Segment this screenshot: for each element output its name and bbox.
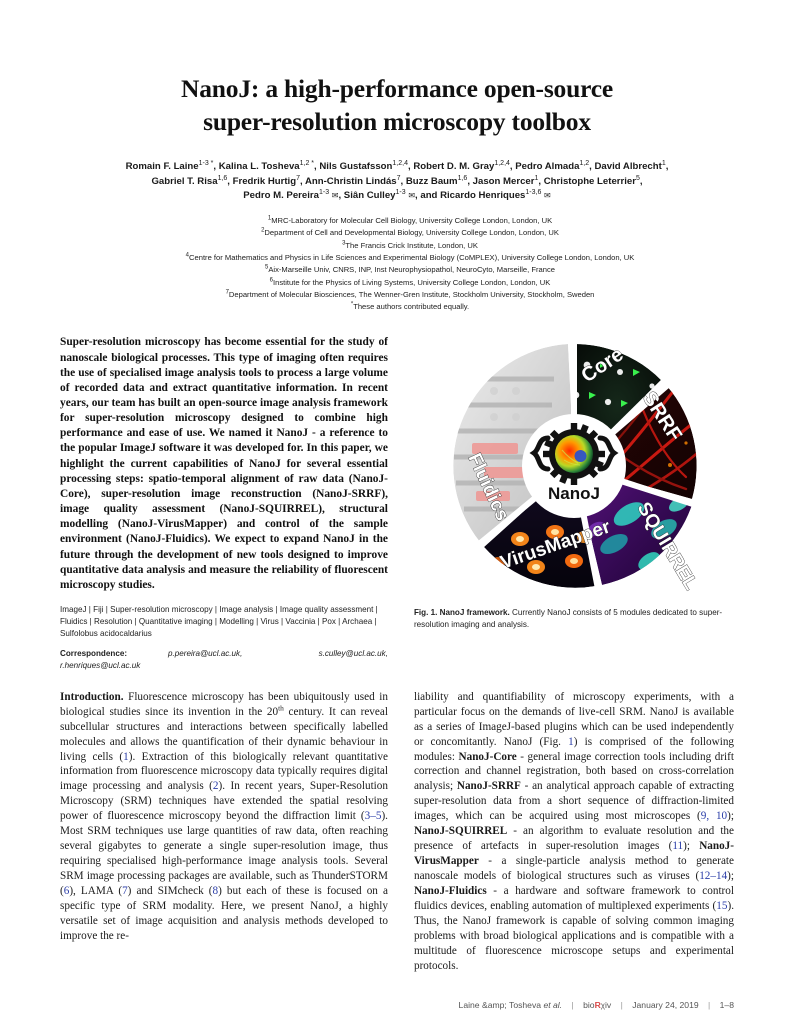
biorxiv-suffix: iv	[604, 1000, 612, 1010]
nanoj-framework-diagram: Core SRRF SQUIRREL VirusMapper Fluidics …	[424, 339, 724, 595]
affiliation-item: 3The Francis Crick Institute, London, UK	[342, 240, 478, 250]
author-line: Gabriel T. Risa1,6, Fredrik Hurtig7, Ann…	[151, 174, 643, 187]
biorxiv-r: R	[594, 1000, 601, 1010]
figure-caption-title: Fig. 1. NanoJ framework.	[413, 608, 510, 618]
nanoj-circle-svg: Core SRRF SQUIRREL VirusMapper Fluidics …	[453, 342, 702, 595]
title-line-2: super-resolution microscopy toolbox	[203, 107, 591, 137]
cell-image	[554, 435, 593, 474]
figure-caption-text: Currently NanoJ consists of 5 modules de…	[413, 608, 723, 629]
correspondence-label: Correspondence:	[60, 649, 128, 659]
title-line-1: NanoJ: a high-performance open-source	[181, 74, 613, 103]
footer-authors: Laine &amp; Tosheva	[458, 1000, 544, 1010]
footer-pages: 1–8	[719, 1000, 734, 1010]
keywords: ImageJ | Fiji | Super-resolution microsc…	[60, 605, 378, 638]
biorxiv-prefix: bio	[583, 1000, 595, 1010]
footer-separator: |	[620, 1000, 623, 1010]
page-footer: Laine &amp; Tosheva et al. | bioRχiv | J…	[0, 1000, 794, 1010]
affiliation-item: 1MRC-Laboratory for Molecular Cell Biolo…	[267, 215, 553, 226]
body-column-left: Introduction. Fluorescence microscopy ha…	[60, 690, 388, 974]
footer-separator: |	[571, 1000, 574, 1010]
author-line: Romain F. Laine1-3 *, Kalina L. Tosheva1…	[125, 160, 669, 173]
intro-paragraph-right: liability and quantifiability of microsc…	[413, 690, 735, 972]
wedge-fluidics	[453, 344, 574, 543]
page-title: NanoJ: a high-performance open-source su…	[60, 0, 734, 138]
correspondence-email-2[interactable]: s.culley@ucl.ac.uk,	[318, 649, 388, 659]
abstract-figure-row: Super-resolution microscopy has become e…	[60, 335, 734, 671]
affiliation-item: 2Department of Cell and Developmental Bi…	[261, 227, 559, 238]
affiliation-item: 7Department of Molecular Biosciences, Th…	[225, 289, 595, 299]
affiliation-item: 6Institute for the Physics of Living Sys…	[269, 276, 551, 287]
biorxiv-chi: χ	[600, 1001, 605, 1010]
body-column-right: liability and quantifiability of microsc…	[414, 690, 734, 974]
figure-caption: Fig. 1. NanoJ framework. Currently NanoJ…	[414, 607, 734, 630]
footer-separator: |	[708, 1000, 711, 1010]
author-line: Pedro M. Pereira1-3 ✉, Siân Culley1-3 ✉,…	[243, 189, 551, 202]
correspondence-block: Correspondence: p.pereira@ucl.ac.uk, s.c…	[60, 648, 388, 671]
affiliation-item: 5Aix-Marseille Univ, CNRS, INP, Inst Neu…	[264, 264, 556, 275]
body-columns: Introduction. Fluorescence microscopy ha…	[60, 690, 734, 974]
affiliation-equal-contrib: *These authors contributed equally.	[350, 301, 470, 312]
nanoj-center-label: NanoJ	[548, 484, 600, 503]
brace-icon	[529, 435, 619, 472]
biorxiv-logo: bioRχiv	[583, 1000, 611, 1010]
abstract-text: Super-resolution microscopy has become e…	[60, 336, 388, 591]
affiliation-item: 4Centre for Mathematics and Physics in L…	[185, 252, 635, 262]
gear-icon	[542, 423, 605, 486]
footer-etal: et al.	[543, 1000, 563, 1010]
intro-paragraph-left: Fluorescence microscopy has been ubiquit…	[60, 690, 388, 942]
abstract-column: Super-resolution microscopy has become e…	[60, 335, 388, 671]
correspondence-email-3[interactable]: r.henriques@ucl.ac.uk	[60, 660, 141, 670]
figure-1: Core SRRF SQUIRREL VirusMapper Fluidics …	[414, 335, 734, 671]
affiliation-list: 1MRC-Laboratory for Molecular Cell Biolo…	[60, 215, 760, 313]
section-heading-introduction: Introduction.	[60, 690, 124, 703]
author-list: Romain F. Laine1-3 *, Kalina L. Tosheva1…	[67, 160, 727, 204]
footer-date: January 24, 2019	[632, 1000, 699, 1010]
correspondence-email-1[interactable]: p.pereira@ucl.ac.uk,	[168, 649, 243, 659]
